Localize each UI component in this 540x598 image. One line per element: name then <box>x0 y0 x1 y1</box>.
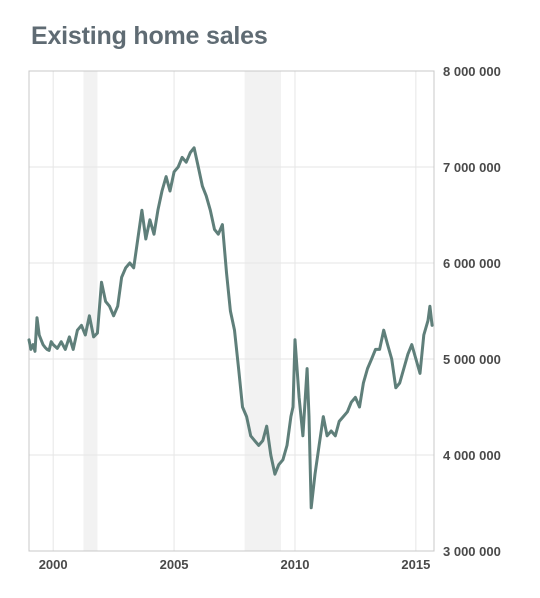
recession-band-1 <box>244 71 281 551</box>
x-axis: 2000 2005 2010 2015 <box>39 557 431 572</box>
y-axis: 3 000 000 4 000 000 5 000 000 6 000 000 7 00… <box>443 64 501 559</box>
x-tick-label: 2010 <box>281 557 310 572</box>
x-tick-label: 2015 <box>401 557 430 572</box>
x-tick-label: 2000 <box>39 557 68 572</box>
plot-frame <box>28 70 435 552</box>
y-tick-label: 8 000 000 <box>443 64 501 79</box>
chart-title: Existing home sales <box>31 22 268 50</box>
y-tick-label: 6 000 000 <box>443 256 501 271</box>
y-tick-label: 3 000 000 <box>443 544 501 559</box>
series-layer <box>27 146 434 510</box>
recession-band-0 <box>83 71 98 551</box>
y-tick-label: 7 000 000 <box>443 160 501 175</box>
series-line <box>27 146 434 510</box>
y-tick-label: 4 000 000 <box>443 448 501 463</box>
y-tick-label: 5 000 000 <box>443 352 501 367</box>
x-tick-label: 2005 <box>160 557 189 572</box>
recession-bands <box>83 71 281 551</box>
